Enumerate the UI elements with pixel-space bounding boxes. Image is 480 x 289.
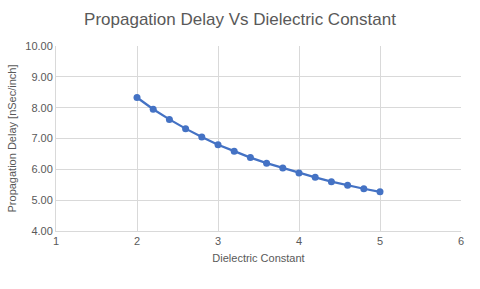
- svg-text:Dielectric Constant: Dielectric Constant: [212, 252, 304, 264]
- svg-text:2: 2: [134, 235, 140, 247]
- svg-text:5: 5: [377, 235, 383, 247]
- svg-text:4.00: 4.00: [31, 225, 52, 237]
- svg-text:8.00: 8.00: [31, 102, 52, 114]
- svg-text:4: 4: [296, 235, 302, 247]
- svg-text:6: 6: [458, 235, 464, 247]
- svg-text:1: 1: [53, 235, 59, 247]
- svg-text:6.00: 6.00: [31, 163, 52, 175]
- svg-text:5.00: 5.00: [31, 194, 52, 206]
- svg-text:Propagation Delay [nSec/inch]: Propagation Delay [nSec/inch]: [6, 65, 18, 213]
- svg-text:9.00: 9.00: [31, 71, 52, 83]
- svg-text:Propagation Delay Vs Dielectri: Propagation Delay Vs Dielectric Constant: [84, 10, 396, 29]
- svg-text:3: 3: [215, 235, 221, 247]
- svg-text:7.00: 7.00: [31, 132, 52, 144]
- svg-text:10.00: 10.00: [25, 40, 53, 52]
